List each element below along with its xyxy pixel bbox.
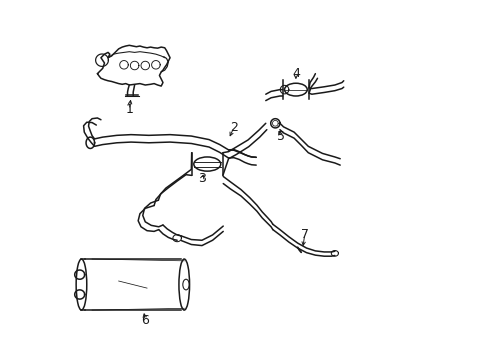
Text: 1: 1 [125,103,133,116]
Text: 3: 3 [198,172,205,185]
Text: 4: 4 [291,67,299,80]
Text: 2: 2 [229,121,237,134]
Text: 7: 7 [300,228,308,241]
Text: 5: 5 [276,130,285,143]
Text: 6: 6 [141,314,149,327]
